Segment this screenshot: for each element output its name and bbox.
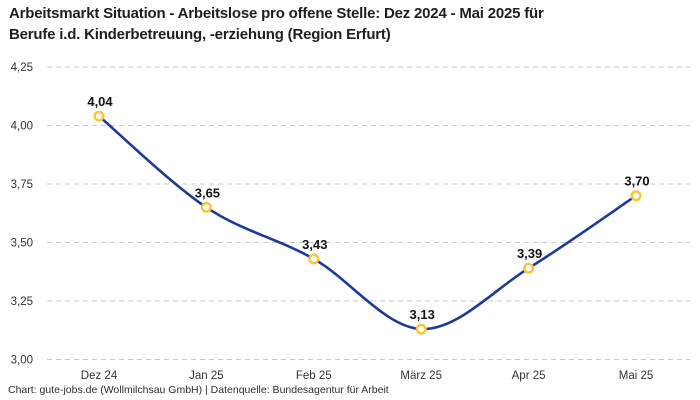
data-point-value-label: 3,43 bbox=[302, 237, 327, 252]
x-axis-tick-label: Jan 25 bbox=[189, 370, 224, 382]
chart-credit: Chart: gute-jobs.de (Wollmilchsau GmbH) … bbox=[8, 384, 389, 396]
data-point-value-label: 3,13 bbox=[410, 307, 435, 322]
y-axis-tick-label: 3,75 bbox=[11, 179, 33, 191]
data-point-marker bbox=[630, 190, 642, 202]
x-axis-tick-label: Dez 24 bbox=[81, 370, 118, 382]
chart-title: Arbeitsmarkt Situation - Arbeitslose pro… bbox=[9, 4, 694, 45]
x-axis-tick-label: Feb 25 bbox=[296, 370, 332, 382]
chart-title-line2: Berufe i.d. Kinderbetreuung, -erziehung … bbox=[9, 25, 391, 43]
data-point-marker bbox=[200, 201, 212, 213]
data-point-marker bbox=[523, 262, 535, 274]
y-axis-tick-label: 3,25 bbox=[11, 296, 33, 308]
y-axis-tick-label: 3,00 bbox=[11, 355, 33, 367]
y-axis-tick-label: 4,00 bbox=[11, 121, 33, 133]
data-point-value-label: 4,04 bbox=[87, 94, 113, 109]
x-axis-tick-label: Apr 25 bbox=[512, 370, 546, 382]
chart-title-line1: Arbeitsmarkt Situation - Arbeitslose pro… bbox=[9, 5, 544, 22]
y-axis-tick-label: 3,50 bbox=[11, 238, 33, 250]
line-chart: 3,00 3,25 3,50 3,75 4,00 4,25 Dez 24 Jan 25 Feb … bbox=[11, 62, 690, 382]
data-point-value-label: 3,70 bbox=[624, 174, 649, 189]
data-point-marker bbox=[415, 323, 427, 335]
data-point-marker bbox=[308, 253, 320, 265]
data-point-value-label: 3,65 bbox=[195, 185, 220, 200]
x-axis-tick-label: Mai 25 bbox=[619, 370, 654, 382]
data-point-value-label: 3,39 bbox=[517, 246, 542, 261]
data-point-marker bbox=[93, 110, 105, 122]
x-axis-tick-label: März 25 bbox=[400, 370, 442, 382]
y-axis-tick-label: 4,25 bbox=[11, 62, 33, 74]
data-line bbox=[97, 114, 638, 331]
